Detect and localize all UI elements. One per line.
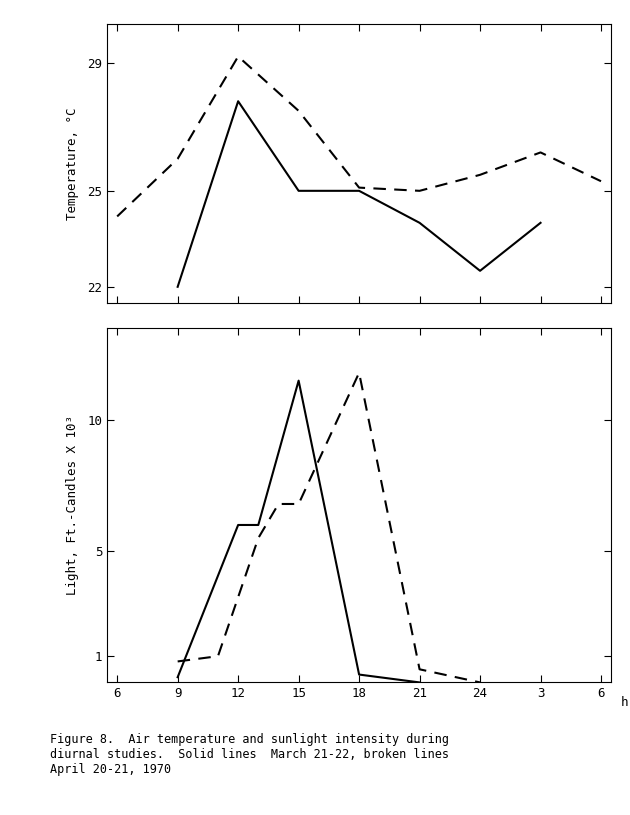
- Text: Figure 8.  Air temperature and sunlight intensity during
diurnal studies.  Solid: Figure 8. Air temperature and sunlight i…: [50, 734, 449, 777]
- Text: h: h: [621, 696, 628, 709]
- Y-axis label: Light, Ft.-Candles X 10³: Light, Ft.-Candles X 10³: [66, 416, 79, 595]
- Y-axis label: Temperature, °C: Temperature, °C: [66, 108, 79, 220]
